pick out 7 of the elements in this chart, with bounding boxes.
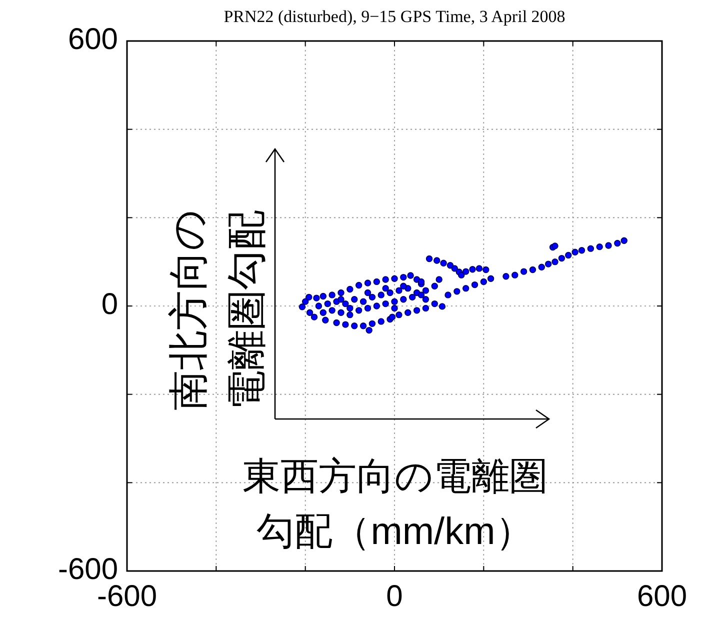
- x-tick-label: 600: [636, 580, 688, 613]
- x-tick-label: 0: [386, 580, 403, 613]
- ylabel: 南北方向の電離圏勾配: [167, 210, 269, 410]
- xlabel: 東西方向の電離圏勾配（mm/km）: [242, 456, 548, 554]
- y-tick-label: 600: [68, 22, 118, 56]
- y-tick-label: 0: [101, 288, 118, 321]
- chart-title: PRN22 (disturbed), 9−15 GPS Time, 3 April 2008: [224, 7, 566, 26]
